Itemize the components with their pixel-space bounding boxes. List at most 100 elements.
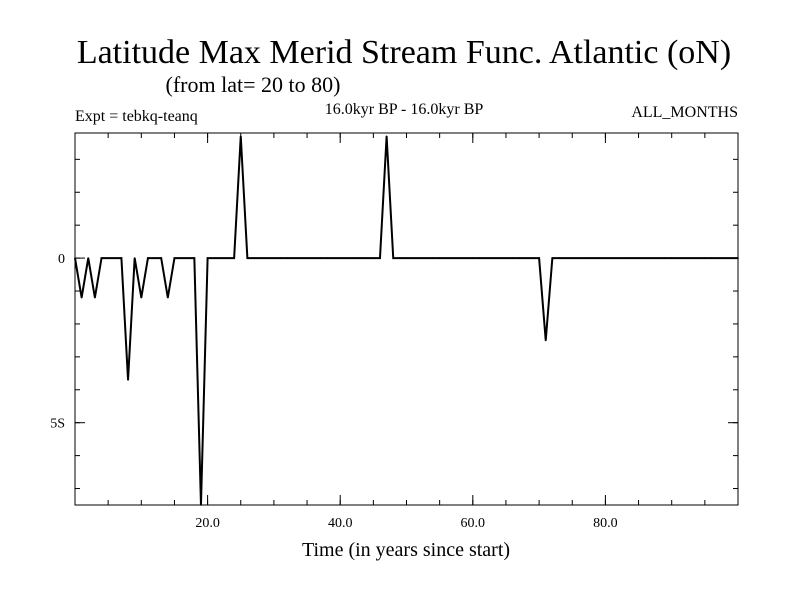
expt-label: Expt = tebkq-teanq (75, 108, 198, 125)
data-point (518, 257, 521, 259)
data-point (452, 257, 454, 259)
data-point (87, 257, 90, 259)
data-point (399, 257, 401, 259)
data-point (485, 257, 487, 259)
minor-ticks (75, 133, 738, 505)
data-point (531, 257, 534, 259)
x-tick-label: 60.0 (461, 516, 486, 531)
data-point (690, 257, 693, 259)
data-point (491, 257, 494, 259)
data-point (160, 257, 162, 259)
data-point (505, 257, 507, 259)
data-point (120, 257, 123, 259)
data-point (604, 257, 607, 259)
data-point (107, 257, 109, 259)
data-point (670, 257, 673, 259)
y-axis-ticks: 0 5S (50, 252, 738, 432)
plot-frame (74, 132, 739, 506)
data-point (253, 257, 255, 259)
data-point (624, 257, 627, 259)
data-point (346, 257, 348, 259)
data-point (498, 257, 501, 259)
data-point (730, 257, 733, 259)
data-point (206, 257, 209, 259)
data-point (339, 257, 342, 259)
data-point (684, 257, 686, 259)
data-point (140, 296, 143, 299)
data-point (147, 257, 149, 259)
data-point (200, 504, 202, 506)
data-point (432, 257, 434, 259)
data-point (472, 257, 474, 259)
data-point (359, 257, 361, 259)
data-point (611, 257, 613, 259)
data-point (299, 257, 302, 259)
data-point (213, 257, 216, 259)
data-point (74, 257, 76, 259)
chart-subtitle: (from lat= 20 to 80) (166, 72, 341, 97)
data-point (425, 257, 428, 259)
data-point (458, 257, 461, 259)
data-point (737, 257, 739, 259)
data-point (544, 339, 547, 342)
data-point (266, 257, 269, 259)
x-tick-label: 20.0 (195, 516, 220, 531)
x-axis-label: Time (in years since start) (302, 539, 510, 561)
data-point (697, 257, 700, 259)
data-point (326, 257, 328, 259)
data-point (352, 257, 355, 259)
data-point (445, 257, 448, 259)
data-point (286, 257, 288, 259)
data-point (538, 257, 540, 259)
data-point (193, 257, 196, 259)
data-point (246, 257, 249, 259)
data-point (637, 257, 640, 259)
x-axis-ticks: 20.0 40.0 60.0 80.0 (195, 133, 618, 531)
data-point (631, 257, 633, 259)
data-point (153, 257, 156, 259)
data-point (723, 257, 726, 259)
data-point (717, 257, 719, 259)
data-point (319, 257, 322, 259)
data-point (133, 257, 136, 259)
data-point (312, 257, 315, 259)
data-point (704, 257, 706, 259)
x-tick-label: 80.0 (593, 516, 618, 531)
data-point (392, 257, 395, 259)
series-line (74, 136, 738, 506)
chart-title: Latitude Max Merid Stream Func. Atlantic… (77, 34, 731, 71)
data-point (186, 257, 189, 259)
data-point (220, 257, 222, 259)
data-point (233, 257, 235, 259)
data-point (100, 257, 103, 259)
data-point (306, 257, 308, 259)
data-point (584, 257, 587, 259)
months-label: ALL_MONTHS (631, 104, 738, 121)
data-point (418, 257, 421, 259)
data-point (94, 296, 96, 299)
data-point (651, 257, 653, 259)
data-point (657, 257, 660, 259)
data-point (372, 257, 375, 259)
data-point (113, 257, 116, 259)
data-points (74, 135, 739, 506)
data-point (578, 257, 580, 259)
data-point (677, 257, 680, 259)
data-point (379, 257, 381, 259)
data-point (664, 257, 666, 259)
data-point (525, 257, 527, 259)
data-point (644, 257, 646, 259)
period-label: 16.0kyr BP - 16.0kyr BP (325, 101, 484, 118)
data-point (478, 257, 481, 259)
data-point (127, 379, 129, 381)
data-point (558, 257, 560, 259)
data-point (239, 135, 242, 138)
data-point (80, 296, 83, 299)
data-point (332, 257, 335, 259)
data-point (571, 257, 574, 259)
data-point (465, 257, 467, 259)
data-point (173, 257, 176, 259)
data-point (710, 257, 713, 259)
data-point (167, 296, 169, 299)
